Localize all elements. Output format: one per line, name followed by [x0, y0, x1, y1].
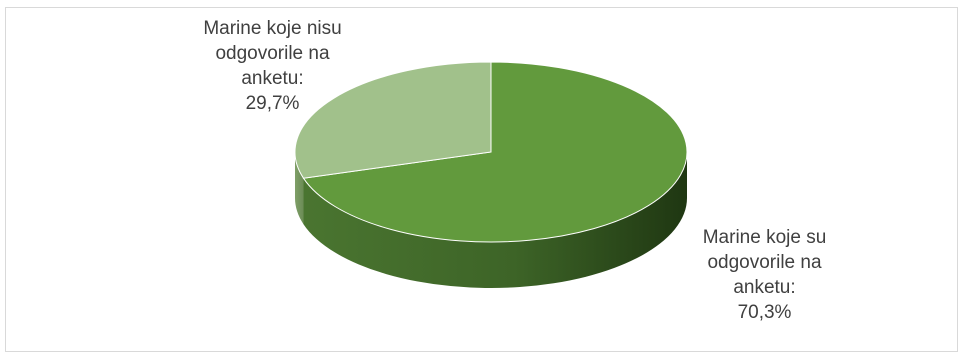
pie-chart: [294, 61, 688, 288]
slice-label-line: anketu:: [241, 68, 304, 89]
slice-label-responded: Marine koje su odgovorile na anketu: 70,…: [662, 225, 867, 325]
slice-label-line: odgovorile na: [215, 43, 330, 64]
slice-label-line: anketu:: [733, 277, 796, 298]
pie-slice-top: [294, 61, 492, 179]
pie-slice-side: [295, 152, 304, 225]
slice-label-line: Marine koje nisu: [203, 18, 342, 39]
slice-label-value: 29,7%: [245, 93, 300, 114]
pie-slice-side: [303, 152, 687, 288]
slice-label-line: Marine koje su: [702, 227, 827, 248]
slice-label-line: odgovorile na: [707, 252, 822, 273]
slice-label-not-responded: Marine koje nisu odgovorile na anketu: 2…: [170, 16, 375, 116]
pie-slice-top: [302, 61, 688, 243]
slice-label-value: 70,3%: [737, 302, 792, 323]
